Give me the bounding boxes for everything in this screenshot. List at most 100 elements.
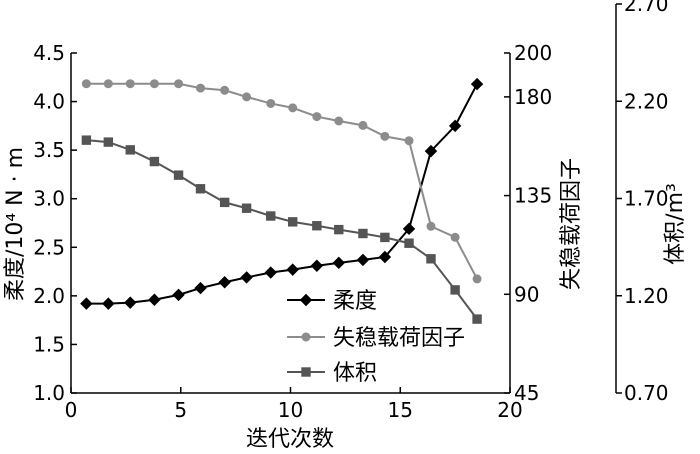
- data-point: [103, 137, 114, 147]
- data-point: [332, 256, 345, 270]
- data-point: [288, 103, 298, 113]
- data-point: [148, 293, 161, 306]
- data-point: [472, 314, 482, 324]
- data-point: [240, 271, 253, 284]
- right1-tick-label: 135: [514, 184, 552, 208]
- data-point: [266, 98, 276, 108]
- left-tick-label: 2.5: [33, 235, 65, 259]
- data-point: [472, 274, 482, 284]
- right2-tick-label: 2.20: [624, 89, 669, 113]
- right1-tick-label: 90: [514, 282, 539, 306]
- x-axis-ticks: 0 5 10 15 20: [65, 387, 523, 422]
- legend-swatch-marker: [301, 332, 311, 342]
- x-axis-title: 迭代次数: [246, 427, 334, 452]
- data-point: [334, 116, 344, 126]
- series-line: [86, 139, 478, 320]
- right1-tick-label: 200: [514, 41, 552, 65]
- right1-tick-label: 45: [514, 381, 539, 405]
- right2-tick-label: 1.20: [624, 284, 669, 308]
- data-point: [266, 211, 276, 221]
- data-point: [312, 112, 322, 122]
- data-point: [218, 276, 231, 289]
- x-tick-label: 20: [497, 398, 522, 422]
- data-point: [81, 135, 92, 145]
- left-tick-label: 1.5: [33, 332, 65, 356]
- data-point: [287, 217, 298, 227]
- data-point: [404, 238, 414, 248]
- series-1: [80, 77, 484, 310]
- data-point: [124, 296, 137, 309]
- left-tick-label: 1.0: [33, 381, 65, 405]
- left-tick-label: 3.5: [33, 138, 65, 162]
- legend-label: 体积: [333, 361, 377, 386]
- right2-axis-ticks: 0.70 1.20 1.70 2.20 2.70: [616, 0, 669, 405]
- data-point: [172, 288, 185, 302]
- data-point: [195, 184, 206, 194]
- data-point: [149, 156, 160, 167]
- series-2: [81, 79, 482, 284]
- data-point: [125, 79, 135, 89]
- series-group: [80, 77, 484, 324]
- left-axis-title: 柔度/10⁴ N · m: [3, 147, 28, 301]
- data-point: [194, 281, 207, 295]
- right1-tick-label: 180: [514, 85, 552, 109]
- legend-swatch-marker: [301, 367, 311, 377]
- data-point: [402, 222, 416, 236]
- left-axis-ticks: 1.0 1.5 2.0 2.5 3.0 3.5 4.0 4.5: [33, 41, 77, 405]
- data-point: [310, 259, 324, 272]
- data-point: [125, 145, 135, 155]
- data-point: [448, 119, 462, 133]
- x-tick-label: 10: [278, 398, 303, 422]
- data-point: [378, 250, 392, 264]
- series-3: [81, 135, 482, 324]
- legend-item: 体积: [287, 361, 377, 386]
- data-point: [450, 285, 460, 295]
- data-point: [312, 221, 322, 231]
- data-point: [80, 297, 93, 310]
- data-point: [196, 83, 206, 93]
- data-point: [174, 79, 184, 89]
- legend-swatch-marker: [299, 293, 313, 307]
- legend-item: 失稳载荷因子: [287, 326, 465, 351]
- left-tick-label: 4.0: [33, 90, 65, 114]
- x-tick-label: 5: [174, 398, 187, 422]
- data-point: [173, 170, 184, 180]
- data-point: [358, 228, 368, 239]
- right2-tick-label: 2.70: [624, 0, 669, 16]
- left-tick-label: 4.5: [33, 41, 65, 65]
- data-point: [334, 224, 344, 235]
- right1-axis-title: 失稳载荷因子: [559, 158, 584, 290]
- data-point: [426, 254, 436, 264]
- data-point: [242, 92, 252, 102]
- left-tick-label: 2.0: [33, 284, 65, 308]
- x-tick-label: 0: [65, 398, 78, 422]
- series-line: [86, 83, 478, 305]
- data-point: [241, 203, 252, 213]
- legend-item: 柔度: [287, 289, 377, 314]
- data-point: [81, 79, 91, 89]
- data-point: [356, 253, 370, 267]
- data-point: [220, 85, 230, 95]
- data-point: [450, 232, 460, 242]
- data-point: [286, 263, 299, 276]
- data-point: [380, 131, 390, 141]
- right2-tick-label: 0.70: [624, 381, 669, 405]
- data-point: [264, 266, 277, 279]
- legend-label: 柔度: [333, 289, 377, 314]
- right2-tick-label: 1.70: [624, 187, 669, 211]
- legend-label: 失稳载荷因子: [333, 326, 465, 351]
- data-point: [380, 232, 390, 243]
- left-tick-label: 3.0: [33, 187, 65, 211]
- right2-axis-title: 体积/m³: [663, 183, 688, 265]
- data-point: [424, 144, 438, 158]
- right1-axis-ticks: 45 90 135 180 200: [504, 41, 552, 405]
- data-point: [358, 120, 368, 130]
- data-point: [426, 221, 436, 231]
- data-point: [219, 197, 230, 208]
- data-point: [470, 77, 484, 91]
- data-point: [102, 297, 115, 310]
- data-point: [404, 136, 414, 146]
- data-point: [103, 79, 113, 89]
